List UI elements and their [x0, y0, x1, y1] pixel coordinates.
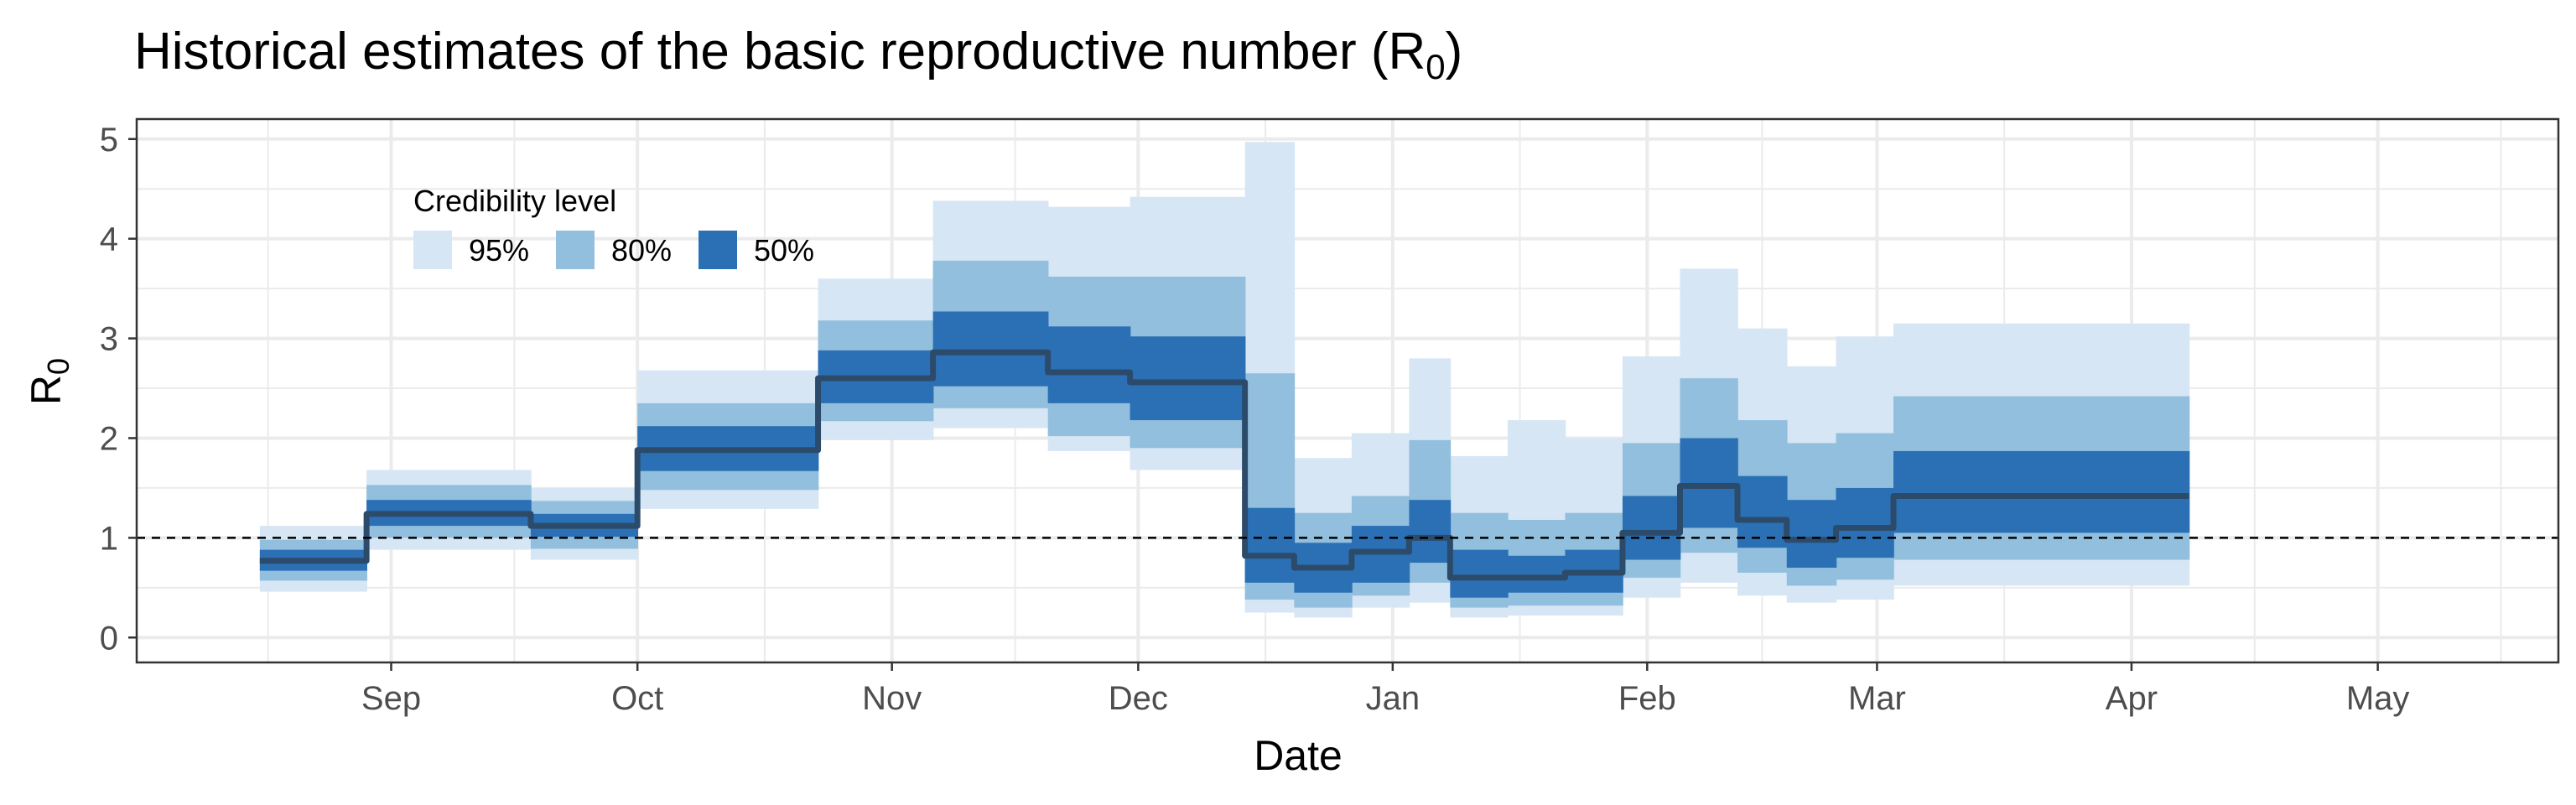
ci50-band [1836, 487, 1894, 558]
chart-title: Historical estimates of the basic reprod… [134, 23, 1462, 86]
x-tick-label: Mar [1848, 680, 1906, 717]
ci50-band [1047, 326, 1131, 403]
y-tick-label: 3 [100, 321, 118, 358]
x-tick-label: Sep [361, 680, 421, 717]
x-tick-label: Apr [2106, 680, 2158, 717]
ci50-band [1737, 475, 1788, 548]
x-tick-label: Dec [1109, 680, 1168, 717]
x-axis: Sep Oct Nov Dec Jan Feb Mar Apr May [361, 662, 2410, 717]
legend-label: 80% [611, 233, 672, 267]
ci50-band [1893, 450, 2190, 533]
ci50-band [932, 311, 1049, 387]
x-tick-label: Jan [1366, 680, 1420, 717]
legend-swatch [413, 231, 452, 269]
grid-lines [137, 119, 2558, 662]
x-tick-label: Nov [862, 680, 922, 717]
legend-label: 95% [469, 233, 529, 267]
x-axis-title: Date [1254, 732, 1343, 779]
panel-frame [135, 117, 2560, 664]
ci50-band [1786, 500, 1837, 569]
median-path [259, 349, 2189, 581]
legend-title: Credibility level [413, 184, 616, 218]
x-tick-label: Feb [1618, 680, 1676, 717]
y-tick-label: 5 [100, 122, 118, 158]
legend: Credibility level 95% 80% 50% [413, 184, 814, 269]
y-tick-label: 0 [100, 620, 118, 657]
ci50-band [1409, 500, 1452, 564]
ci50-band [1680, 438, 1738, 528]
y-tick-label: 2 [100, 420, 118, 457]
y-axis: 0 1 2 3 4 5 [100, 122, 137, 657]
ci50-band [1450, 549, 1509, 598]
ci50-band [1244, 507, 1296, 583]
x-tick-label: May [2346, 680, 2410, 717]
legend-swatch [556, 231, 595, 269]
panel-border [135, 117, 2560, 664]
x-tick-label: Oct [611, 680, 663, 717]
legend-swatch [699, 231, 737, 269]
median-line [259, 349, 2189, 581]
ci50-bands [259, 311, 2190, 598]
ci50-band [1507, 555, 1566, 593]
y-axis-title: R0 [23, 358, 75, 405]
legend-label: 50% [754, 233, 814, 267]
ci50-band [1622, 496, 1681, 560]
y-tick-label: 1 [100, 520, 118, 557]
y-tick-label: 4 [100, 221, 118, 258]
ci50-band [1130, 336, 1246, 421]
